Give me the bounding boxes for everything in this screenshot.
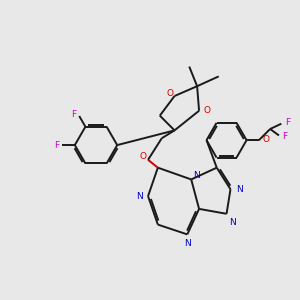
Text: F: F (71, 110, 76, 119)
Text: N: N (136, 192, 143, 201)
Text: O: O (262, 135, 269, 144)
Text: O: O (166, 88, 173, 98)
Text: F: F (285, 118, 290, 127)
Text: N: N (236, 185, 242, 194)
Text: N: N (184, 239, 191, 248)
Text: F: F (283, 132, 288, 141)
Text: O: O (203, 106, 211, 115)
Text: F: F (54, 141, 59, 150)
Text: O: O (140, 152, 147, 161)
Text: N: N (193, 170, 200, 179)
Text: N: N (230, 218, 236, 227)
